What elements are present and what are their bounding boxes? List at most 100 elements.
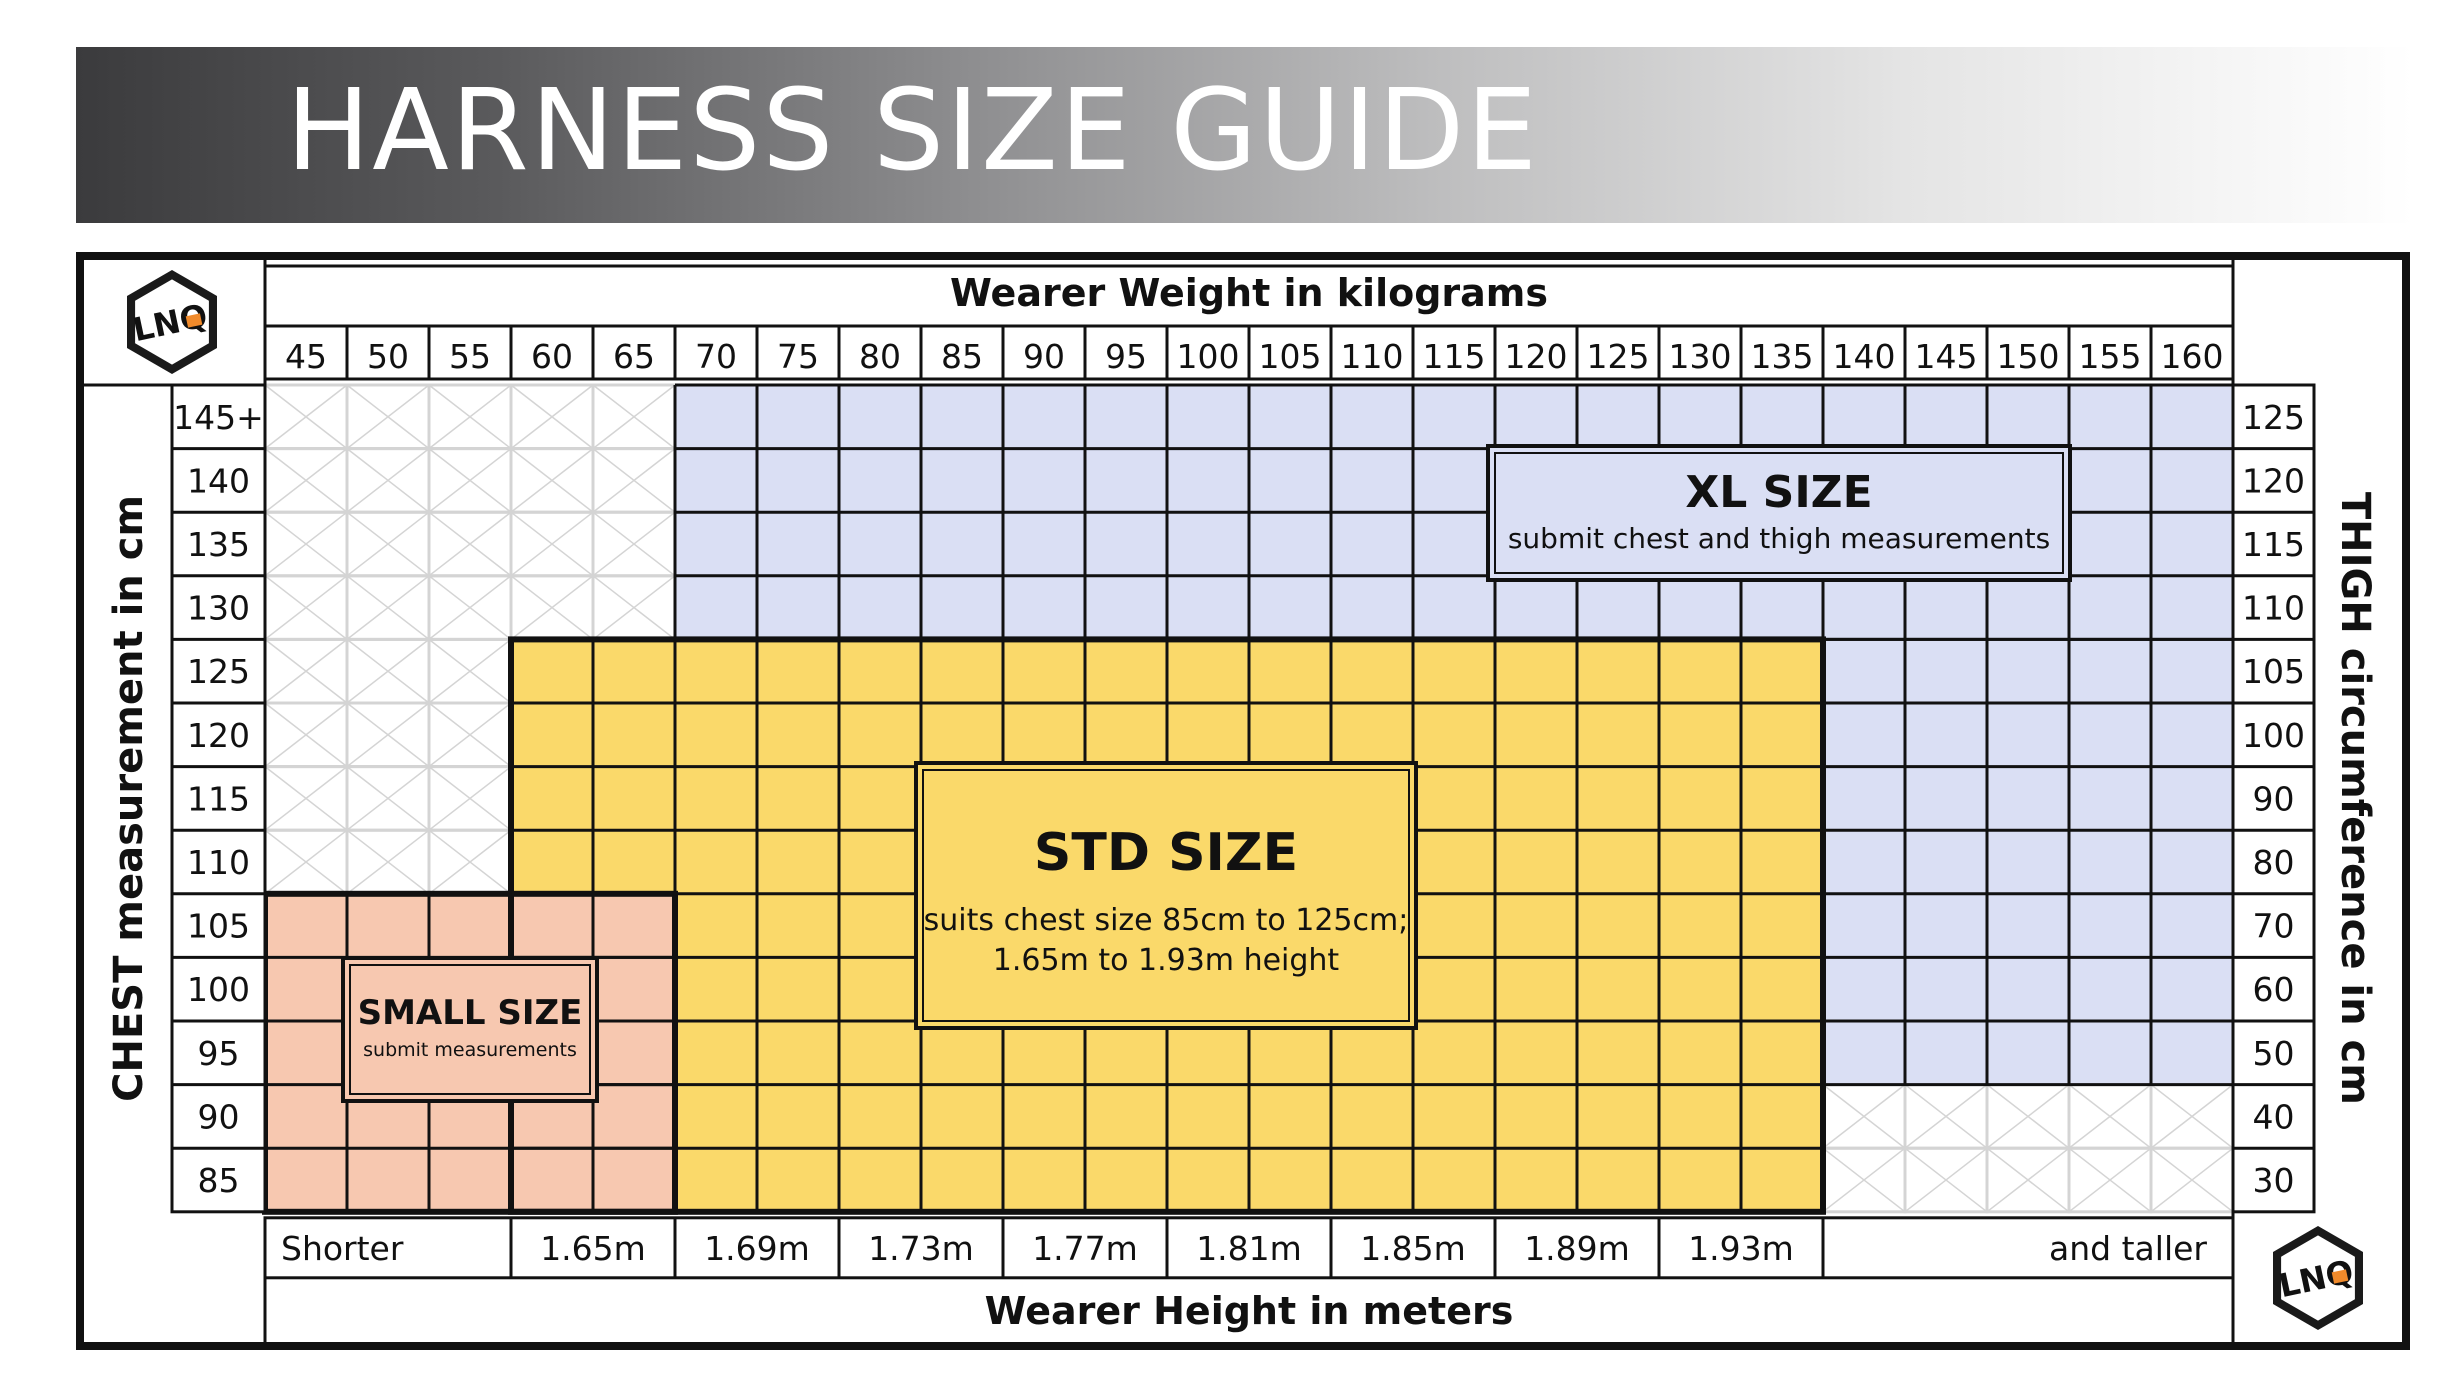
std-label-line1: suits chest size 85cm to 125cm;: [924, 903, 1409, 938]
hatch-line: [428, 384, 512, 450]
hatch-line: [1986, 1084, 2070, 1149]
xl-label-subtitle: submit chest and thigh measurements: [1508, 522, 2050, 555]
hatch-line: [592, 448, 676, 513]
hatch-line: [346, 448, 430, 513]
hatch-line: [428, 766, 512, 831]
logo-accent: [185, 313, 203, 328]
weight-tick: 80: [859, 337, 901, 376]
title-banner: HARNESS SIZE GUIDE: [76, 47, 2414, 223]
thigh-tick: 40: [2253, 1097, 2295, 1136]
weight-tick: 95: [1105, 337, 1147, 376]
chest-tick: 135: [187, 525, 250, 564]
hatch-line: [346, 511, 430, 577]
thigh-tick: 30: [2253, 1161, 2295, 1200]
weight-tick: 50: [367, 337, 409, 376]
chest-tick: 90: [198, 1097, 240, 1136]
thigh-tick: 60: [2253, 970, 2295, 1009]
chest-axis-label: CHEST measurement in cm: [106, 495, 152, 1102]
weight-tick: 45: [285, 337, 327, 376]
chest-tick-box: [170, 383, 267, 1214]
height-tick: and taller: [2049, 1229, 2207, 1268]
weight-tick: 85: [941, 337, 983, 376]
xl-label-box: [1486, 444, 2072, 582]
thigh-tick-box: [2231, 383, 2316, 1214]
hatch-line: [264, 702, 348, 768]
weight-tick: 140: [1833, 337, 1896, 376]
hatch-line: [2068, 1147, 2152, 1213]
hatch-line: [1904, 1147, 1988, 1213]
hatch-line: [346, 829, 430, 895]
brand-logo-top: LNQ: [127, 270, 217, 374]
weight-tick: 155: [2079, 337, 2142, 376]
std-border: [508, 636, 1826, 1215]
weight-tick: 65: [613, 337, 655, 376]
chart-labels: Wearer Weight in kilograms 45 50 55 60 65 70 75…: [106, 270, 2378, 1333]
hatch-line: [1986, 1147, 2070, 1213]
thigh-tick: 110: [2242, 589, 2305, 628]
logo-accent: [2331, 1269, 2349, 1284]
height-axis-label: Wearer Height in meters: [985, 1289, 1514, 1333]
hatch-line: [1822, 1147, 1906, 1213]
hatch-line: [592, 511, 676, 577]
hatch-line: [264, 448, 348, 513]
chest-tick: 95: [198, 1034, 240, 1073]
logo-hexagon-inner: [135, 279, 209, 365]
hatch-line: [346, 702, 430, 768]
hatch-line: [428, 448, 512, 513]
hatch-line: [592, 575, 676, 640]
xl-label-box-inner: [1494, 452, 2064, 574]
logo-hexagon-inner: [2281, 1235, 2355, 1321]
thigh-tick: 80: [2253, 843, 2295, 882]
xl-zone: [1823, 639, 2233, 1085]
chest-tick: 115: [187, 779, 250, 818]
height-tick: 1.77m: [1032, 1229, 1138, 1268]
hatch-line: [592, 384, 676, 450]
hatch-line: [2068, 1084, 2152, 1149]
chart-frame: [76, 252, 2410, 1350]
std-label-box-inner: [922, 769, 1410, 1022]
weight-tick: 125: [1587, 337, 1650, 376]
thigh-tick: 90: [2253, 779, 2295, 818]
weight-tick: 55: [449, 337, 491, 376]
height-tick: 1.69m: [704, 1229, 810, 1268]
height-tick: 1.65m: [540, 1229, 646, 1268]
weight-tick: 160: [2161, 337, 2224, 376]
weight-tick: 90: [1023, 337, 1065, 376]
hatch-line: [264, 384, 348, 450]
weight-tick: 115: [1423, 337, 1486, 376]
height-tick: 1.89m: [1524, 1229, 1630, 1268]
height-tick: 1.73m: [868, 1229, 974, 1268]
thigh-tick: 100: [2242, 716, 2305, 755]
weight-tick: 145: [1915, 337, 1978, 376]
brand-logo-bottom: LNQ: [2273, 1226, 2363, 1330]
height-tick: 1.85m: [1360, 1229, 1466, 1268]
hatch-line: [428, 638, 512, 704]
chest-tick: 140: [187, 461, 250, 500]
hatch-line: [428, 575, 512, 640]
thigh-tick: 125: [2242, 398, 2305, 437]
weight-tick: 75: [777, 337, 819, 376]
chest-tick: 105: [187, 907, 250, 946]
chest-tick: 100: [187, 970, 250, 1009]
height-tick-box: [263, 1216, 2235, 1280]
hatch-line: [264, 829, 348, 895]
hatch-line: [264, 575, 348, 640]
small-label-title: SMALL SIZE: [358, 993, 583, 1033]
hatch-line: [428, 511, 512, 577]
chest-tick: 145+: [173, 398, 264, 437]
weight-tick: 100: [1177, 337, 1240, 376]
hatch-line: [1904, 1084, 1988, 1149]
hatch-line: [510, 511, 594, 577]
weight-tick: 150: [1997, 337, 2060, 376]
thigh-tick: 115: [2242, 525, 2305, 564]
hatch-line: [510, 575, 594, 640]
small-label-box-inner: [349, 964, 591, 1095]
std-label-box: [914, 761, 1418, 1030]
small-label-box: [341, 956, 599, 1103]
chest-tick: 125: [187, 652, 250, 691]
hatch-line: [428, 702, 512, 768]
std-label-line2: 1.65m to 1.93m height: [993, 943, 1340, 978]
chest-tick: 130: [187, 589, 250, 628]
small-label-subtitle: submit measurements: [363, 1039, 577, 1061]
